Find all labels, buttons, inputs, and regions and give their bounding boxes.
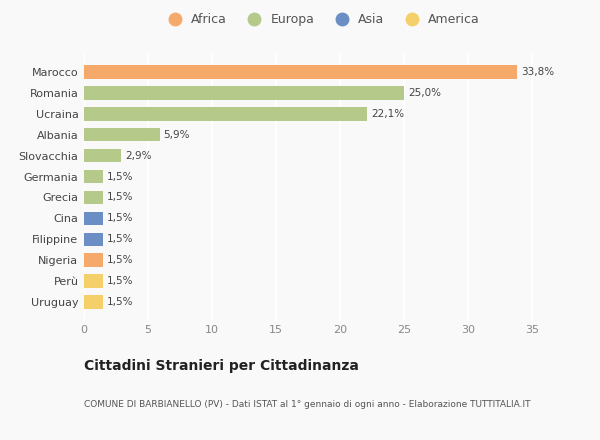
Bar [84,149,121,162]
Text: 1,5%: 1,5% [107,213,134,224]
Bar [84,65,517,79]
Text: 1,5%: 1,5% [107,172,134,182]
Text: 1,5%: 1,5% [107,297,134,307]
Bar [84,86,404,99]
Text: 22,1%: 22,1% [371,109,404,119]
Text: 25,0%: 25,0% [408,88,441,98]
Bar [84,275,103,288]
Text: COMUNE DI BARBIANELLO (PV) - Dati ISTAT al 1° gennaio di ogni anno - Elaborazion: COMUNE DI BARBIANELLO (PV) - Dati ISTAT … [84,400,530,409]
Bar [84,170,103,183]
Bar [84,212,103,225]
Text: 5,9%: 5,9% [163,130,190,139]
Bar [84,107,367,121]
Text: 33,8%: 33,8% [521,67,554,77]
Legend: Africa, Europa, Asia, America: Africa, Europa, Asia, America [162,14,480,26]
Text: Cittadini Stranieri per Cittadinanza: Cittadini Stranieri per Cittadinanza [84,359,359,373]
Text: 1,5%: 1,5% [107,276,134,286]
Bar [84,233,103,246]
Bar [84,128,160,141]
Text: 1,5%: 1,5% [107,255,134,265]
Text: 1,5%: 1,5% [107,192,134,202]
Text: 1,5%: 1,5% [107,235,134,244]
Text: 2,9%: 2,9% [125,150,151,161]
Bar [84,191,103,204]
Bar [84,295,103,309]
Bar [84,253,103,267]
